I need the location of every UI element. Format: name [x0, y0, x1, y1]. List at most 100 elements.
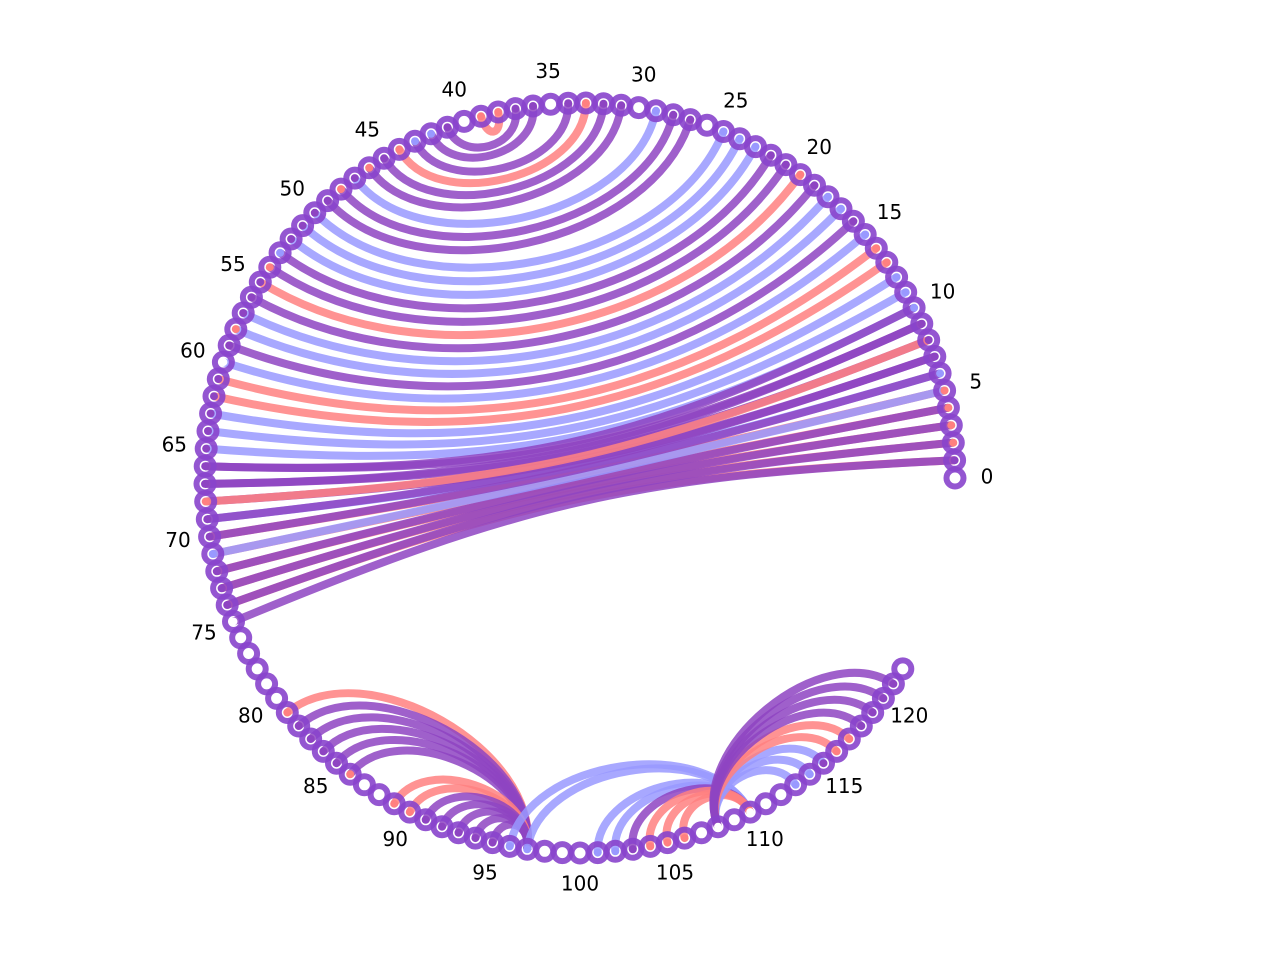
- node-center-17: [837, 204, 845, 213]
- node-ring-115: [812, 751, 835, 775]
- node-center-59: [225, 341, 234, 350]
- node-3: [939, 413, 963, 437]
- node-100: [568, 841, 592, 865]
- node-center-89: [390, 799, 399, 808]
- node-center-9: [917, 319, 926, 328]
- node-center-25: [719, 127, 728, 136]
- node-center-15: [861, 230, 870, 239]
- node-center-29: [652, 106, 660, 115]
- node-center-114: [805, 770, 814, 779]
- node-center-43: [411, 137, 419, 146]
- node-ring-87: [352, 773, 376, 797]
- chord-9-67: [204, 320, 924, 488]
- node-35: [539, 92, 563, 116]
- node-62: [202, 384, 226, 408]
- node-ring-53: [268, 241, 292, 265]
- node-96: [498, 834, 522, 858]
- node-center-46: [365, 163, 374, 172]
- tick-label-40: 40: [441, 77, 466, 101]
- node-ring-119: [861, 701, 885, 724]
- node-center-80: [272, 694, 281, 703]
- node-101: [586, 841, 610, 865]
- node-center-13: [882, 258, 891, 267]
- tick-label-60: 60: [180, 339, 205, 363]
- node-119: [861, 701, 885, 724]
- node-center-62: [210, 392, 218, 401]
- node-68: [194, 490, 218, 513]
- chord-20-55: [258, 172, 804, 340]
- node-112: [769, 783, 793, 807]
- node-ring-13: [875, 250, 899, 274]
- node-center-107: [697, 828, 706, 837]
- node-114: [798, 762, 822, 786]
- node-12: [885, 265, 909, 289]
- node-48: [329, 177, 353, 201]
- node-center-56: [247, 293, 256, 302]
- node-ring-117: [837, 727, 861, 751]
- chord-7-69: [206, 352, 937, 524]
- chord-5-71: [211, 386, 946, 558]
- node-center-22: [766, 151, 775, 160]
- node-ring-49: [316, 189, 340, 213]
- node-center-100: [576, 849, 584, 857]
- node-116: [825, 739, 849, 763]
- node-center-20: [796, 170, 805, 179]
- node-center-115: [819, 759, 828, 768]
- node-51: [291, 214, 315, 238]
- node-center-88: [375, 790, 384, 799]
- tick-label-10: 10: [930, 280, 955, 304]
- node-69: [195, 507, 219, 531]
- node-center-3: [947, 421, 956, 430]
- node-center-31: [617, 101, 626, 110]
- node-center-84: [319, 747, 328, 756]
- tick-label-80: 80: [238, 704, 263, 728]
- node-center-101: [593, 848, 602, 857]
- node-ring-120: [871, 686, 895, 710]
- node-16: [841, 209, 865, 233]
- node-center-45: [380, 154, 389, 163]
- node-center-53: [276, 248, 285, 257]
- chord-17-58: [234, 205, 844, 378]
- node-center-38: [494, 108, 503, 116]
- node-81: [275, 701, 299, 724]
- node-63: [199, 402, 223, 425]
- chord-27-49: [324, 118, 695, 255]
- node-center-121: [889, 679, 898, 688]
- chord-6-70: [208, 369, 942, 541]
- node-36: [521, 94, 545, 118]
- chord-33-44: [395, 102, 590, 187]
- node-center-118: [857, 722, 866, 730]
- node-67: [193, 472, 217, 496]
- chord-10-66: [205, 304, 916, 472]
- node-center-5: [940, 386, 949, 395]
- node-82: [287, 714, 311, 738]
- node-ring-83: [299, 727, 323, 751]
- node-center-92: [438, 822, 446, 831]
- node-center-28: [669, 110, 678, 119]
- node-center-90: [405, 808, 414, 817]
- chord-4-72: [215, 403, 950, 576]
- node-ring-113: [784, 773, 808, 797]
- node-center-63: [206, 409, 215, 418]
- node-center-48: [337, 185, 345, 194]
- node-center-104: [646, 842, 655, 851]
- chord-28-48: [337, 113, 678, 241]
- node-center-47: [350, 174, 359, 183]
- node-center-91: [421, 815, 430, 824]
- node-ring-20: [788, 163, 812, 187]
- node-center-97: [523, 845, 532, 854]
- tick-label-85: 85: [303, 774, 328, 798]
- chord-8-68: [205, 336, 931, 506]
- node-center-81: [283, 708, 292, 717]
- chord-36-42: [427, 105, 538, 162]
- tick-label-50: 50: [279, 177, 304, 201]
- chord-2-74: [225, 438, 954, 609]
- node-center-23: [751, 142, 760, 151]
- chord-layer: [204, 102, 955, 853]
- node-center-98: [540, 847, 549, 856]
- node-32: [592, 92, 615, 116]
- node-103: [621, 837, 645, 861]
- node-ring-16: [841, 209, 865, 233]
- node-center-32: [599, 99, 608, 108]
- node-102: [603, 839, 627, 863]
